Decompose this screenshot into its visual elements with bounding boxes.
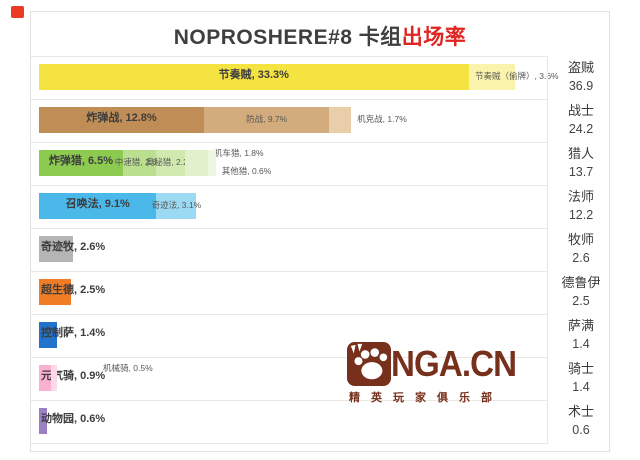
segment-label: 炸弹猎, 6.5% xyxy=(48,155,114,167)
bar-segment xyxy=(156,150,185,176)
row-separator-line xyxy=(31,443,547,444)
row-separator-line xyxy=(31,142,547,143)
class-axis-label: 牧师 2.6 xyxy=(551,231,611,267)
class-row: 节奏贼, 33.3% 节奏贼（偷牌）, 3.6% 盗贼 36.9 xyxy=(31,56,609,99)
class-total: 1.4 xyxy=(572,380,590,394)
segment-label: 召唤法, 9.1% xyxy=(65,198,130,210)
class-total: 13.7 xyxy=(568,165,594,179)
class-name: 法师 xyxy=(567,189,594,204)
bar-segment xyxy=(207,150,216,176)
segment-label: 中速猎, 2.6% xyxy=(114,157,165,167)
segment-label: 节奏贼, 33.3% xyxy=(218,69,289,81)
class-total: 24.2 xyxy=(568,122,594,136)
class-total: 1.4 xyxy=(572,337,590,351)
class-axis-label: 盗贼 36.9 xyxy=(551,59,611,95)
bar-segment xyxy=(39,193,157,219)
bar-segment xyxy=(39,150,123,176)
class-axis-label: 骑士 1.4 xyxy=(551,360,611,396)
chart-title-main: NOPROSHERE#8 卡组 xyxy=(173,26,402,49)
nga-watermark: NGA.CN 精英玩家俱乐部 xyxy=(347,342,537,405)
row-separator-line xyxy=(31,357,547,358)
class-row: 超生德, 2.5% 德鲁伊 2.5 xyxy=(31,271,609,314)
segment-label: 奇迹法, 3.1% xyxy=(151,200,202,210)
bar-segment xyxy=(39,322,58,348)
bar-segment xyxy=(39,107,205,133)
class-name: 术士 xyxy=(567,404,594,419)
class-row: 炸弹战, 12.8% 防战, 9.7% 机克战, 1.7% 战士 24.2 xyxy=(31,99,609,142)
bar-segment xyxy=(39,279,72,305)
class-row: 奇迹牧, 2.6% 牧师 2.6 xyxy=(31,228,609,271)
nga-tagline: 精英玩家俱乐部 xyxy=(349,392,503,404)
class-row: 召唤法, 9.1% 奇迹法, 3.1% 法师 12.2 xyxy=(31,185,609,228)
row-separator-line xyxy=(31,271,547,272)
bar-segment xyxy=(39,408,47,434)
chart-title: NOPROSHERE#8 卡组出场率 xyxy=(31,21,609,51)
class-axis-label: 术士 0.6 xyxy=(551,403,611,439)
class-total: 0.6 xyxy=(572,423,590,437)
class-axis-label: 德鲁伊 2.5 xyxy=(551,274,611,310)
class-total: 2.6 xyxy=(572,251,590,265)
class-row: 动物园, 0.6% 术士 0.6 xyxy=(31,400,609,443)
segment-label: 控制萨, 1.4% xyxy=(41,327,106,339)
bar-segment xyxy=(184,150,208,176)
class-name: 盗贼 xyxy=(567,60,594,75)
bar-segment xyxy=(50,365,58,391)
class-name: 骑士 xyxy=(567,361,594,376)
segment-label: 其他猎, 0.6% xyxy=(221,166,272,176)
class-row: 炸弹猎, 6.5% 中速猎, 2.6% 奥秘猎, 2.2% 机车猎, 1.8% 其他猎,… xyxy=(31,142,609,185)
class-axis-label: 法师 12.2 xyxy=(551,188,611,224)
segment-label: 元气骑, 0.9% xyxy=(41,370,106,382)
nga-brand-text: NGA.CN xyxy=(391,343,517,384)
bar-segment xyxy=(329,107,352,133)
row-separator-line xyxy=(31,314,547,315)
bar-segment xyxy=(39,236,73,262)
segment-label: 动物园, 0.6% xyxy=(41,413,106,425)
nga-paw-icon xyxy=(347,342,391,386)
row-separator-line xyxy=(31,228,547,229)
class-name: 牧师 xyxy=(567,232,594,247)
segment-label: 炸弹战, 12.8% xyxy=(86,112,157,124)
class-axis-label: 战士 24.2 xyxy=(551,102,611,138)
class-row: 控制萨, 1.4% 萨满 1.4 xyxy=(31,314,609,357)
bar-segment xyxy=(468,64,515,90)
class-axis-label: 猎人 13.7 xyxy=(551,145,611,181)
class-name: 猎人 xyxy=(567,146,594,161)
segment-label: 节奏贼（偷牌）, 3.6% xyxy=(475,71,559,81)
bar-segment xyxy=(39,64,469,90)
class-name: 德鲁伊 xyxy=(561,275,601,290)
chart-title-highlight: 出场率 xyxy=(401,26,467,49)
row-separator-line xyxy=(31,400,547,401)
class-total: 36.9 xyxy=(568,79,594,93)
chart-panel: NOPROSHERE#8 卡组出场率 节奏贼, 33.3% 节奏贼（偷牌）, 3.… xyxy=(30,11,610,452)
bar-segment xyxy=(122,150,157,176)
bar-segment xyxy=(156,193,197,219)
class-row: 元气骑, 0.9% 机械骑, 0.5% 骑士 1.4 xyxy=(31,357,609,400)
plot-right-border xyxy=(547,56,548,444)
segment-label: 奇迹牧, 2.6% xyxy=(41,241,106,253)
bar-segment xyxy=(204,107,330,133)
segment-label: 机械骑, 0.5% xyxy=(103,363,153,373)
class-total: 12.2 xyxy=(568,208,594,222)
row-separator-line xyxy=(31,99,547,100)
segment-label: 机克战, 1.7% xyxy=(357,114,407,124)
segment-label: 超生德, 2.5% xyxy=(41,284,106,296)
class-name: 战士 xyxy=(567,103,594,118)
bar-segment xyxy=(39,365,51,391)
segment-label: 防战, 9.7% xyxy=(246,114,288,124)
row-separator-line xyxy=(31,185,547,186)
class-axis-label: 萨满 1.4 xyxy=(551,317,611,353)
broken-image-icon xyxy=(11,6,24,18)
segment-label: 机车猎, 1.8% xyxy=(213,148,264,158)
class-total: 2.5 xyxy=(572,294,590,308)
row-separator-line xyxy=(31,56,547,57)
segment-label: 奥秘猎, 2.2% xyxy=(145,157,196,167)
class-name: 萨满 xyxy=(567,318,594,333)
